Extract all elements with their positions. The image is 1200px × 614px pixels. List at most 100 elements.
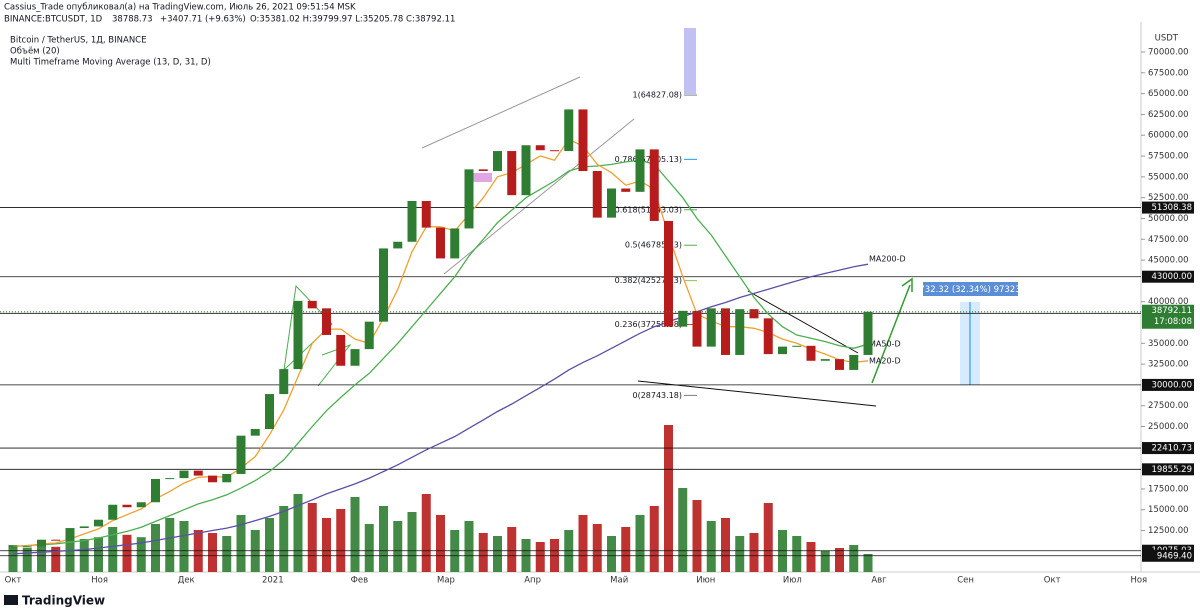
ma-label: MA20-D [869,356,901,365]
candle [592,171,602,218]
publisher: Cassius_Trade опубликовал(а) на TradingV… [4,3,356,13]
candle [193,470,203,476]
volume-bar [293,494,303,572]
candle [79,526,89,529]
y-tick-label: 17500.00 [1148,484,1189,494]
candle [521,145,531,196]
volume-bar [136,537,146,572]
y-tick-label: 55000.00 [1148,172,1189,182]
y-tick-label: 50000.00 [1148,214,1189,224]
y-tick-label: 27500.00 [1148,401,1189,411]
y-tick-label: 52500.00 [1148,193,1189,203]
level-label: 19855.29 [1151,465,1192,475]
level-tag [1142,378,1194,391]
candle [250,429,260,436]
candle [635,149,645,192]
volume-bar [393,521,403,572]
candle [706,308,716,347]
candle [607,188,616,218]
legend-item: Объём (20) [10,47,60,57]
candle [136,502,146,508]
volume-bar [863,554,873,572]
volume-bar [222,536,232,572]
volume-bar [507,527,517,572]
measure-label-bg [923,282,1018,296]
candle [450,228,460,259]
triangle [317,343,352,387]
volume-bar [493,536,502,572]
volume-bar [179,521,189,572]
x-tick-label: Июн [696,576,715,586]
x-tick-label: Фев [351,576,369,586]
level-label: 30000.00 [1151,380,1192,390]
candle [507,151,517,196]
last-price-tag [1142,304,1194,329]
candle [307,300,317,309]
volume-bar [22,548,32,572]
level-tag [1142,442,1194,455]
volume-bar [322,518,331,572]
candle [393,241,403,249]
currency: USDT [1155,34,1179,44]
candle [51,539,61,541]
y-tick-label: 47500.00 [1148,235,1189,245]
volume-bar [464,521,474,572]
fib-label: 0.236(37258.98) [615,320,682,329]
x-tick-label: 2021 [262,576,284,586]
x-tick-label: Окт [5,576,22,586]
candle [364,321,374,350]
candle [236,435,246,474]
volume-bar [122,534,132,572]
volume-bar [350,497,360,572]
candle [165,478,175,480]
volume-bar [151,524,160,572]
volume-bar [478,533,488,572]
volume-bar [364,524,374,572]
volume-bar [436,515,445,572]
volume-bar [37,543,46,572]
volume-bar [706,521,716,572]
y-tick-label: 25000.00 [1148,422,1189,432]
last-price-label: 38792.11 [1151,306,1192,316]
level-label: 51308.38 [1151,203,1192,213]
volume-bar [664,425,673,572]
candle [849,354,859,370]
volume-bar [307,503,317,572]
y-tick-label: 15000.00 [1148,505,1189,515]
volume-bar [165,518,175,572]
volume-bar [735,536,745,572]
level-tag [1142,270,1194,283]
volume-bar [649,506,659,572]
y-tick-label: 70000.00 [1148,48,1189,58]
volume-bar [692,500,702,572]
volume-bar [849,545,859,572]
volume-bar [108,527,118,572]
candle [763,318,773,355]
candle [379,248,388,322]
fib-label: 0.786(57105.13) [615,155,682,164]
volume-bar [749,533,759,572]
candle [8,546,18,548]
y-tick-label: 32500.00 [1148,360,1189,370]
arrow [871,284,911,384]
fib-label: 1(64827.08) [632,91,682,100]
candle [820,359,830,361]
volume-bar [208,533,217,572]
candle [293,300,303,370]
ohlc: O:35381.02 H:39799.97 L:35205.78 C:38792… [250,15,455,25]
candle [22,546,32,548]
candle [535,145,545,151]
y-tick-label: 35000.00 [1148,339,1189,349]
ma-line [12,159,869,548]
candle [151,478,160,503]
countdown: 17:08:08 [1154,317,1192,327]
volume-bar [592,524,602,572]
y-tick-label: 60000.00 [1148,131,1189,141]
x-tick-label: Ноя [1130,576,1147,586]
candle [493,151,502,172]
arrow-head [901,277,913,292]
candle [649,149,659,221]
legend-item: Bitcoin / TetherUS, 1Д, BINANCE [10,36,147,46]
